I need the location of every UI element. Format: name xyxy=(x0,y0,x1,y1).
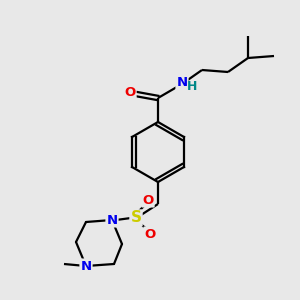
Text: N: N xyxy=(106,214,118,226)
Text: O: O xyxy=(142,194,154,206)
Text: O: O xyxy=(144,227,156,241)
Text: N: N xyxy=(80,260,92,272)
Text: O: O xyxy=(124,86,136,100)
Text: H: H xyxy=(187,80,197,94)
Text: N: N xyxy=(176,76,188,89)
Text: S: S xyxy=(130,211,142,226)
